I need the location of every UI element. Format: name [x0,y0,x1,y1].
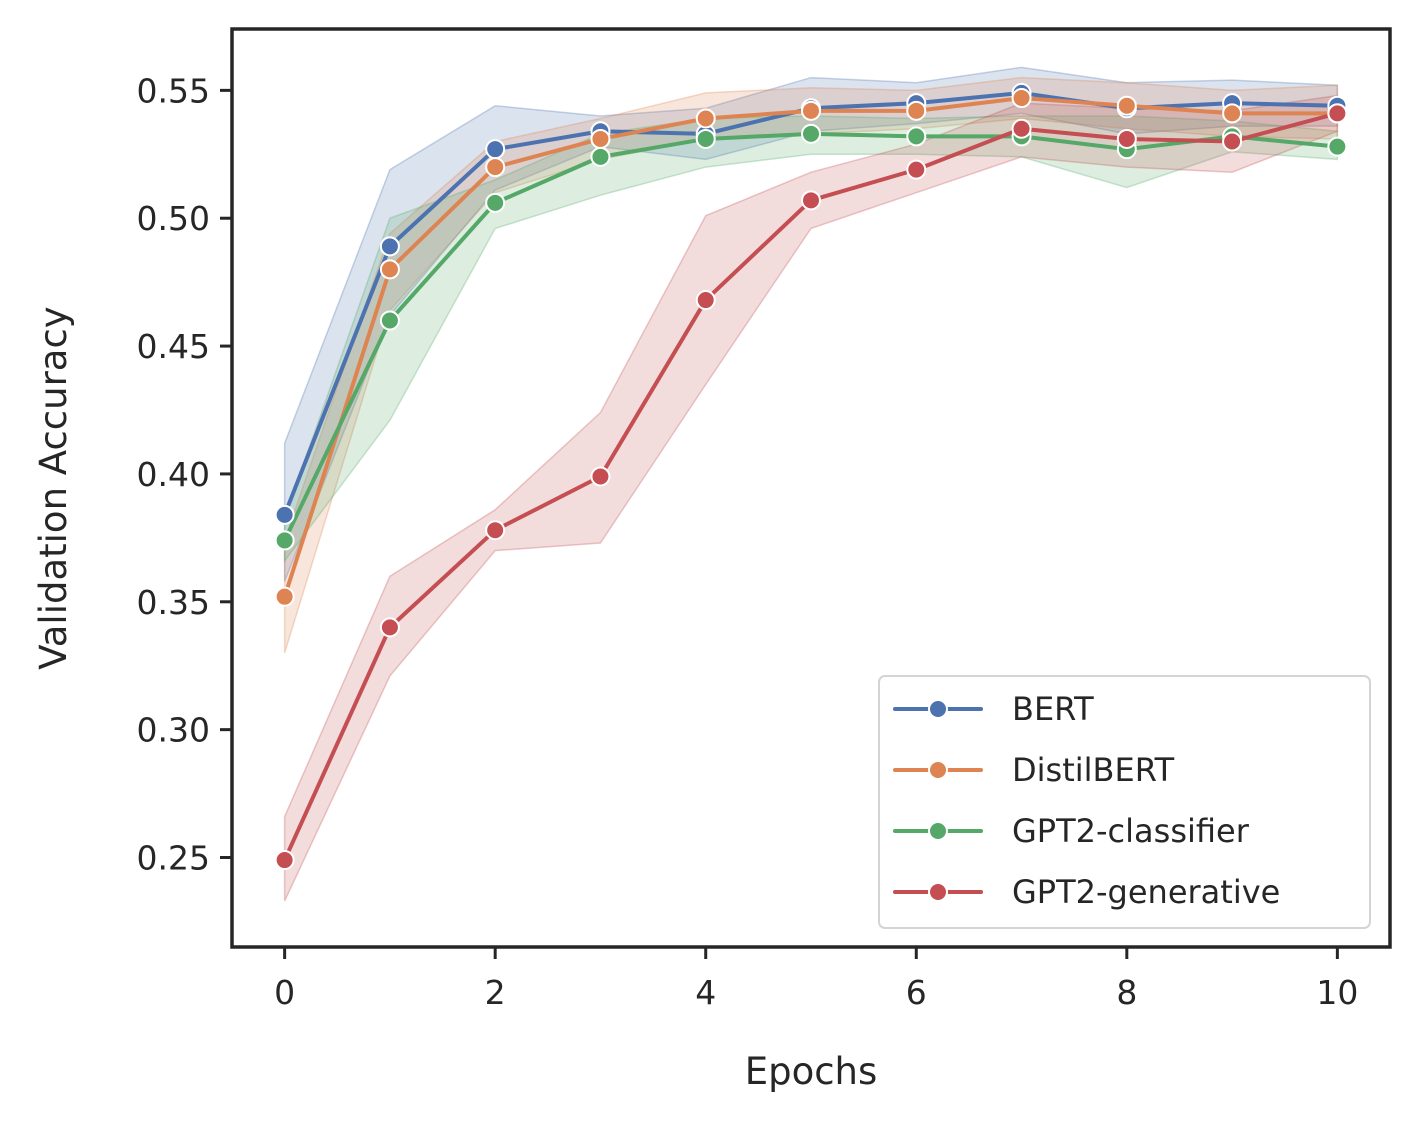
legend-label: GPT2-classifier [1012,812,1250,850]
y-tick-label: 0.35 [137,583,210,622]
legend-item-distilbert: DistilBERT [893,751,1175,789]
legend-item-gpt2-generative: GPT2-generative [893,873,1280,911]
point-gpt2-generative-9 [1222,131,1243,152]
point-gpt2-classifier-0 [274,530,295,551]
y-tick-label: 0.25 [137,839,210,878]
point-bert-1 [379,236,400,257]
series-markers [274,82,1348,871]
plot-frame [230,27,1392,949]
legend-label: GPT2-generative [1012,873,1280,911]
y-tick-label: 0.30 [137,711,210,750]
point-gpt2-classifier-4 [695,128,716,149]
legend: BERT DistilBERT GPT2-classifier GPT2-genera… [878,675,1371,929]
point-distilbert-4 [695,108,716,129]
point-distilbert-6 [906,100,927,121]
y-tick-label: 0.50 [137,199,210,238]
point-gpt2-generative-10 [1327,103,1348,124]
point-gpt2-generative-5 [801,190,821,211]
point-distilbert-5 [801,100,821,121]
x-tick-label: 2 [485,973,506,1012]
x-tick-label: 4 [695,973,716,1012]
point-gpt2-generative-8 [1116,128,1137,149]
y-tick-label: 0.40 [137,455,210,494]
point-distilbert-3 [590,128,611,149]
legend-swatch-marker [928,760,948,780]
x-tick-label: 8 [1116,973,1137,1012]
legend-box [878,675,1371,929]
legend-swatch-marker [928,699,948,719]
point-distilbert-0 [274,586,295,607]
point-distilbert-9 [1222,103,1243,124]
point-gpt2-classifier-5 [801,123,821,144]
x-tick-label: 10 [1316,973,1358,1012]
point-gpt2-generative-4 [695,290,716,311]
x-tick-label: 6 [906,973,927,1012]
legend-item-bert: BERT [893,690,1094,728]
point-gpt2-generative-2 [485,520,506,541]
point-gpt2-classifier-6 [906,126,927,147]
legend-swatch-marker [928,882,948,902]
y-tick-label: 0.45 [137,327,210,366]
x-tick-label: 0 [274,973,295,1012]
point-gpt2-classifier-1 [379,310,400,331]
point-bert-2 [485,139,506,160]
legend-label: DistilBERT [1012,751,1175,789]
band-gpt2-generative [283,94,1339,902]
axes: 0 2 4 6 8 10 0.25 0.30 0.35 0.40 0.45 0.50 0.55 [137,71,1359,1012]
y-tick-label: 0.55 [137,71,210,110]
point-distilbert-7 [1011,88,1032,109]
point-gpt2-generative-3 [590,466,611,487]
point-gpt2-generative-7 [1011,118,1032,139]
point-distilbert-8 [1116,95,1137,116]
point-gpt2-classifier-10 [1327,136,1348,157]
x-axis-label: Epochs [745,1050,878,1093]
point-distilbert-1 [379,259,400,280]
y-axis-label: Validation Accuracy [32,306,75,669]
point-gpt2-classifier-2 [485,192,506,213]
point-gpt2-generative-0 [274,850,295,871]
legend-swatch-marker [928,821,948,841]
point-gpt2-classifier-3 [590,146,611,167]
point-gpt2-generative-6 [906,159,927,180]
point-bert-0 [274,504,295,525]
legend-label: BERT [1012,690,1094,728]
point-gpt2-generative-1 [379,617,400,638]
legend-item-gpt2-classifier: GPT2-classifier [893,812,1250,850]
point-distilbert-2 [485,157,506,178]
